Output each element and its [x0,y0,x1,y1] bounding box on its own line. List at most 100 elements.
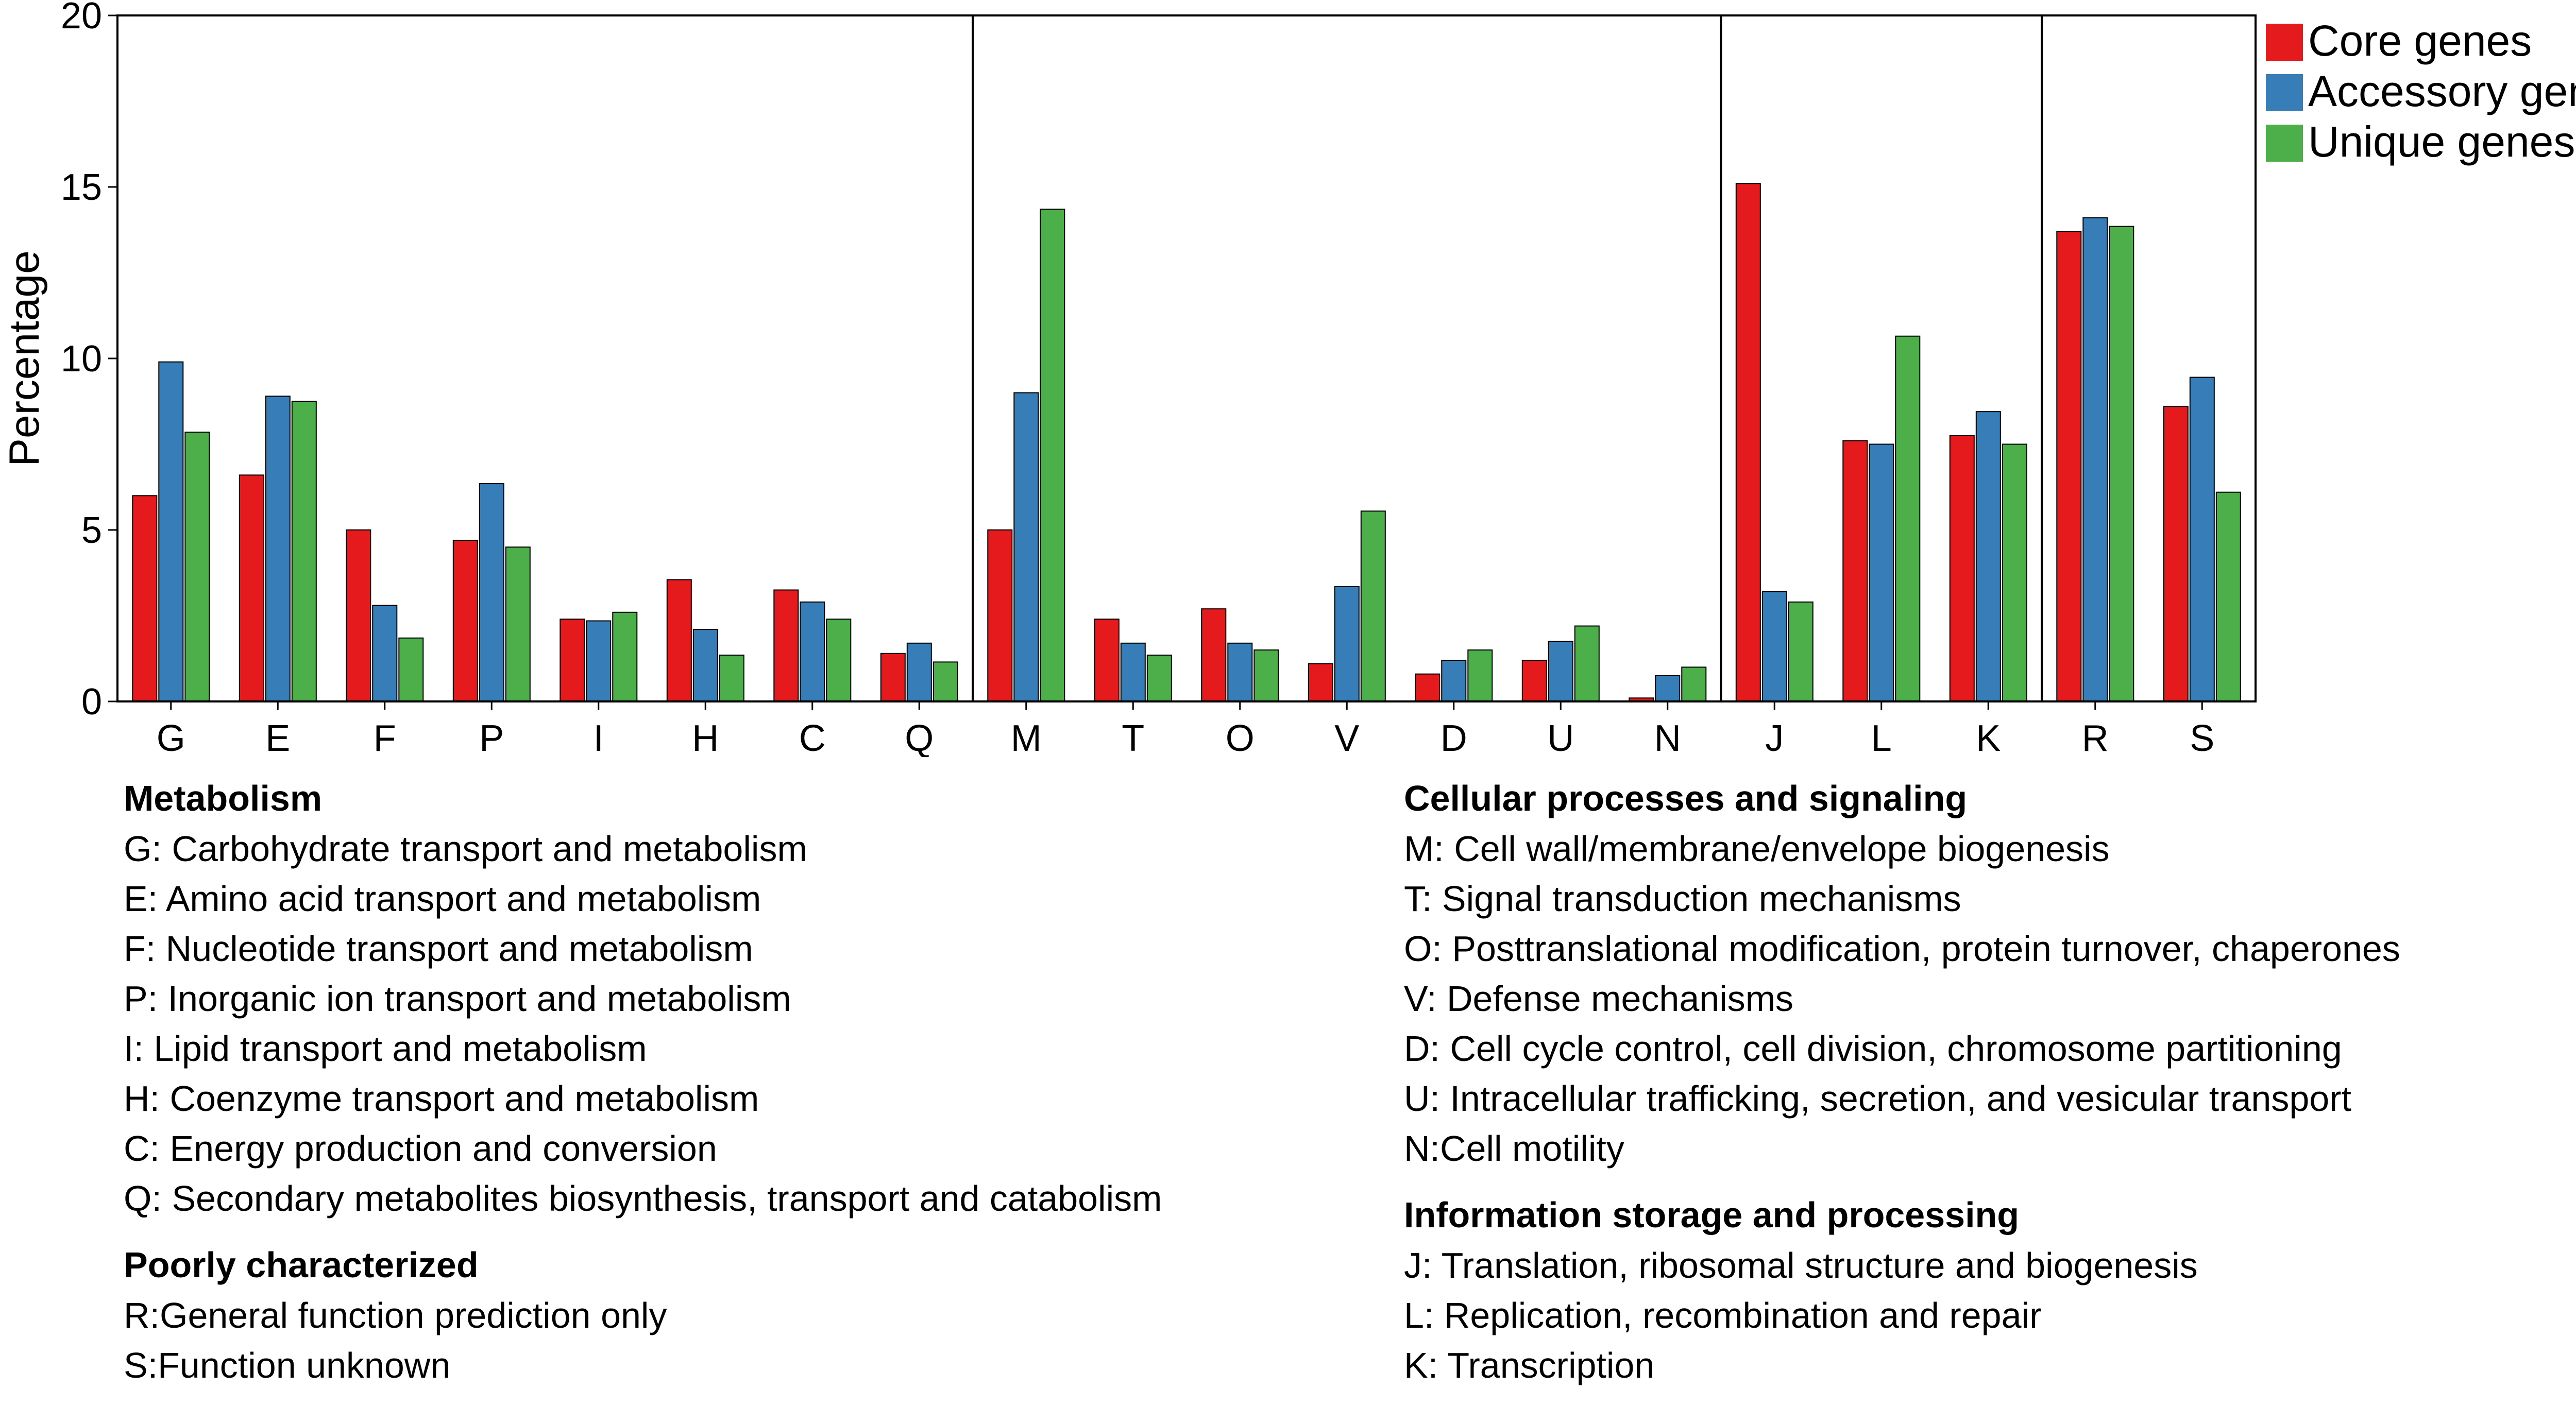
legend-label-unique-genes: Unique genes [2308,117,2575,166]
metabolism-item: E: Amino acid transport and metabolism [124,879,761,919]
information-storage-item: K: Transcription [1404,1345,1655,1385]
bar-h-core-genes [666,579,692,702]
bar-j-accessory-genes [1761,591,1787,702]
x-tick-label-d: D [1440,718,1467,757]
bar-s-core-genes [2163,406,2189,702]
bar-e-unique-genes [291,401,317,702]
legend-swatch-unique-genes [2266,125,2303,162]
bar-p-unique-genes [505,546,531,702]
bar-k-accessory-genes [1975,411,2001,702]
bar-t-accessory-genes [1120,642,1146,702]
cellular-processes-item: M: Cell wall/membrane/envelope biogenesi… [1404,829,2110,869]
bar-s-accessory-genes [2189,376,2215,702]
y-tick-label: 0 [81,681,102,723]
bar-d-core-genes [1415,673,1440,702]
bar-i-accessory-genes [586,620,612,702]
x-tick-label-t: T [1122,718,1144,757]
bar-m-accessory-genes [1013,392,1039,702]
bar-c-unique-genes [826,619,852,702]
bar-l-unique-genes [1895,335,1921,702]
bar-q-accessory-genes [906,642,932,702]
cellular-processes-item: U: Intracellular trafficking, secretion,… [1404,1078,2351,1119]
bar-q-unique-genes [933,661,958,702]
x-tick-label-q: Q [905,718,934,757]
legend-swatch-accessory-genes [2266,74,2303,111]
legend-label-accessory-genes: Accessory genes [2308,67,2576,115]
bar-d-accessory-genes [1441,660,1467,702]
bar-f-unique-genes [398,637,424,702]
bar-s-unique-genes [2215,491,2241,702]
bar-e-accessory-genes [265,396,291,702]
cellular-processes-heading: Cellular processes and signaling [1404,778,1968,818]
x-tick-label-r: R [2082,718,2109,757]
axes: G E F P I H C Q M T O V D U N J L K R S 0 5 10 15 20 Percentage [1,0,2257,757]
metabolism-group: Metabolism G: Carbohydrate transport and… [124,773,1162,1224]
bar-v-core-genes [1308,663,1333,702]
bar-g-core-genes [132,495,158,702]
x-tick-label-k: K [1976,718,2001,757]
bar-h-unique-genes [719,655,744,702]
bar-m-unique-genes [1040,209,1065,702]
y-axis-label: Percentage [1,250,48,466]
metabolism-item: Q: Secondary metabolites biosynthesis, t… [124,1178,1162,1219]
bar-t-unique-genes [1146,655,1172,702]
information-storage-item: L: Replication, recombination and repair [1404,1295,2042,1335]
x-tick-label-p: P [479,718,504,757]
x-tick-label-i: I [594,718,604,757]
metabolism-item: H: Coenzyme transport and metabolism [124,1078,759,1119]
bar-u-core-genes [1521,660,1547,702]
bar-e-core-genes [239,474,264,702]
bar-j-core-genes [1735,183,1761,702]
metabolism-item: C: Energy production and conversion [124,1128,717,1169]
bar-f-accessory-genes [372,605,398,702]
cellular-processes-item: T: Signal transduction mechanisms [1404,879,1961,919]
x-tick-label-u: U [1547,718,1574,757]
bar-g-accessory-genes [158,361,184,702]
metabolism-item: F: Nucleotide transport and metabolism [124,929,753,969]
bar-r-accessory-genes [2082,217,2108,702]
poorly-characterized-heading: Poorly characterized [124,1245,479,1285]
bar-n-unique-genes [1681,666,1707,702]
metabolism-heading: Metabolism [124,778,323,818]
y-tick-label: 10 [61,338,102,380]
x-tick-label-n: N [1654,718,1681,757]
bar-f-core-genes [346,529,371,702]
x-tick-label-v: V [1334,718,1359,757]
bar-c-accessory-genes [800,601,825,702]
legend-swatch-core-genes [2266,24,2303,61]
bar-k-unique-genes [2002,443,2027,702]
x-tick-label-j: J [1765,718,1784,757]
bar-p-core-genes [452,540,478,702]
bar-l-core-genes [1842,440,1868,702]
bar-v-accessory-genes [1334,586,1360,702]
cellular-processes-group: Cellular processes and signaling M: Cell… [1404,773,2400,1174]
cellular-processes-item: V: Defense mechanisms [1404,979,1794,1019]
bar-n-accessory-genes [1655,675,1681,702]
x-tick-label-s: S [2190,718,2214,757]
x-tick-label-m: M [1011,718,1042,757]
poorly-characterized-item: R:General function prediction only [124,1295,667,1335]
plot-area [132,183,2241,702]
bar-i-core-genes [560,619,585,702]
cellular-processes-item: N:Cell motility [1404,1128,1624,1169]
cog-bar-chart: G E F P I H C Q M T O V D U N J L K R S 0 5 10 15 20 Percentage C… [1,0,2576,757]
category-descriptions-right: Cellular processes and signaling M: Cell… [1404,773,2400,1406]
category-descriptions-left: Metabolism G: Carbohydrate transport and… [124,773,1162,1406]
bar-g-unique-genes [184,432,210,702]
cellular-processes-item: D: Cell cycle control, cell division, ch… [1404,1028,2342,1069]
bar-o-unique-genes [1253,649,1279,702]
x-tick-label-l: L [1871,718,1892,757]
bar-t-core-genes [1094,619,1120,702]
bar-p-accessory-genes [479,483,504,702]
metabolism-item: G: Carbohydrate transport and metabolism [124,829,807,869]
bar-u-unique-genes [1574,625,1600,702]
bar-r-core-genes [2056,231,2082,702]
bar-l-accessory-genes [1869,443,1894,702]
bar-h-accessory-genes [692,629,718,702]
bar-q-core-genes [880,653,906,702]
bar-m-core-genes [987,529,1013,702]
y-tick-label: 15 [61,167,102,208]
x-tick-label-h: H [692,718,719,757]
bar-d-unique-genes [1467,649,1493,702]
bar-o-core-genes [1201,608,1227,702]
